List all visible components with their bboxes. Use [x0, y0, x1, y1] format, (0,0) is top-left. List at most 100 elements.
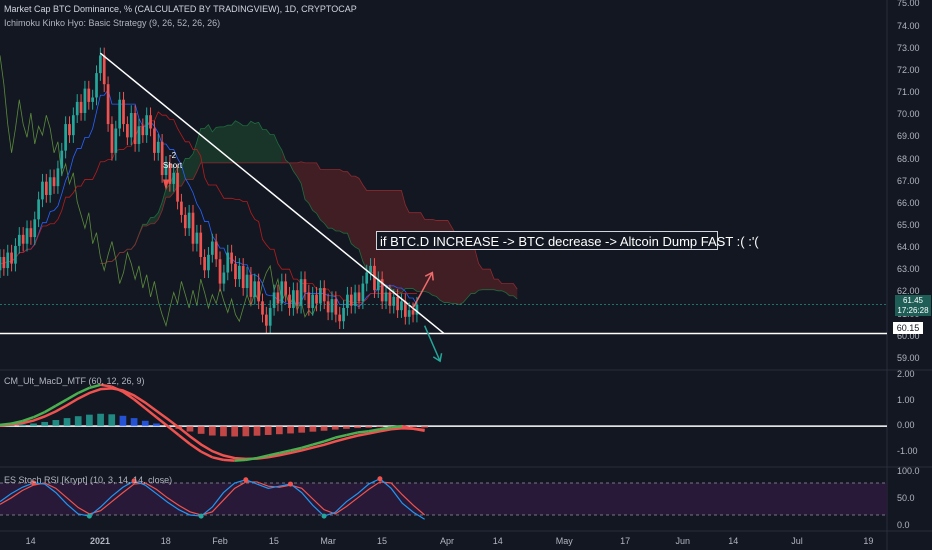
macd-tick-label: -1.00 — [897, 445, 918, 456]
candle — [342, 307, 345, 322]
candle — [99, 55, 102, 74]
candle — [126, 124, 129, 138]
macd-histogram-bar — [141, 420, 149, 427]
candle — [415, 304, 419, 315]
current-price-value: 61.45 — [902, 296, 924, 305]
macd-line-segment — [155, 416, 169, 428]
candle — [191, 212, 195, 244]
candle — [17, 234, 21, 246]
candle — [122, 99, 125, 125]
stoch-extreme-dot — [288, 481, 294, 487]
macd-tick-label: 2.00 — [897, 369, 915, 380]
time-tick-label: Jul — [791, 536, 803, 546]
candle — [176, 172, 179, 202]
candle — [280, 281, 284, 304]
candle — [303, 279, 307, 293]
projection-down-arrow-head — [432, 353, 443, 363]
macd-line-segment — [33, 410, 46, 419]
price-tick-label: 68.00 — [897, 153, 920, 164]
macd-line-segment — [279, 449, 291, 455]
candle — [299, 279, 303, 306]
macd-tick-label: 1.00 — [897, 394, 915, 405]
macd-histogram-bar — [365, 426, 373, 428]
candle — [0, 257, 2, 271]
macd-histogram-bar — [231, 426, 239, 437]
projection-down-arrow — [423, 325, 441, 362]
current-price-badge: 61.45 17:26:28 — [895, 295, 931, 316]
price-tick-label: 67.00 — [897, 175, 920, 186]
stoch-tick-label: 100.0 — [897, 466, 920, 477]
candle — [195, 232, 199, 244]
annotation-box[interactable]: if BTC.D INCREASE -> BTC decrease -> Alt… — [376, 231, 759, 250]
macd-panel-title: CM_Ult_MacD_MTF (60, 12, 26, 9) — [4, 376, 145, 386]
short-signal-marker — [162, 179, 169, 191]
candle — [48, 177, 52, 195]
candle — [295, 290, 299, 306]
candle — [365, 272, 369, 284]
candle — [249, 274, 253, 297]
macd-histogram-bar — [108, 414, 116, 427]
price-tick-label: 65.00 — [897, 219, 920, 230]
time-tick-label: Feb — [212, 536, 228, 546]
macd-line-segment — [234, 458, 246, 462]
macd-histogram-bar — [421, 426, 428, 428]
candle — [288, 294, 291, 308]
time-tick-label: 14 — [25, 536, 36, 546]
time-tick-label: 15 — [268, 536, 279, 546]
macd-histogram-bar — [97, 413, 104, 427]
macd-line-segment — [290, 446, 302, 452]
macd-histogram-bar — [18, 424, 26, 427]
candle — [95, 73, 98, 98]
candle — [44, 181, 48, 195]
time-tick-label: Mar — [320, 536, 336, 546]
candle — [403, 301, 407, 317]
stoch-panel-title: ES Stoch RSI [Krypt] (10, 3, 14, 14, clo… — [4, 475, 173, 485]
macd-line-segment — [44, 404, 57, 414]
macd-line-segment — [21, 416, 34, 423]
macd-line-segment — [379, 426, 392, 431]
time-tick-label: 18 — [160, 536, 171, 546]
candle — [373, 265, 376, 291]
candle — [156, 141, 160, 153]
stoch-d-line — [0, 481, 426, 516]
projection-up-arrow-head — [424, 271, 434, 281]
macd-histogram-bar — [354, 426, 361, 429]
candle — [257, 281, 260, 302]
candle — [241, 265, 245, 289]
price-tick-label: 59.00 — [897, 352, 920, 363]
candle — [392, 296, 396, 306]
candle — [106, 84, 110, 125]
macd-histogram-bar — [242, 426, 250, 437]
macd-line-segment — [245, 456, 258, 462]
macd-line-segment — [402, 424, 414, 430]
macd-histogram-bar — [74, 416, 82, 427]
macd-line-segment — [390, 424, 403, 429]
candle — [60, 150, 64, 169]
macd-histogram-bar — [153, 423, 160, 427]
macd-histogram-bar — [208, 426, 216, 436]
candle — [14, 245, 17, 264]
macd-histogram-bar — [119, 415, 127, 427]
macd-line-segment — [212, 456, 224, 462]
price-tick-label: 63.00 — [897, 264, 920, 275]
candle — [245, 274, 249, 289]
macd-line-segment — [111, 385, 124, 393]
candle — [164, 163, 168, 176]
time-tick-label: Jun — [675, 536, 690, 546]
candle — [380, 279, 384, 302]
candle — [346, 294, 349, 308]
candle — [149, 115, 152, 129]
candle — [207, 254, 210, 271]
candle — [187, 212, 191, 229]
candle — [353, 292, 357, 306]
candle — [153, 128, 156, 153]
candle — [91, 97, 94, 102]
candle — [33, 219, 37, 238]
macd-line-segment — [178, 434, 191, 446]
candle — [330, 299, 334, 313]
candle — [253, 281, 257, 297]
candle — [292, 290, 295, 308]
macd-line-segment — [55, 398, 68, 407]
chikou-span — [0, 55, 317, 328]
